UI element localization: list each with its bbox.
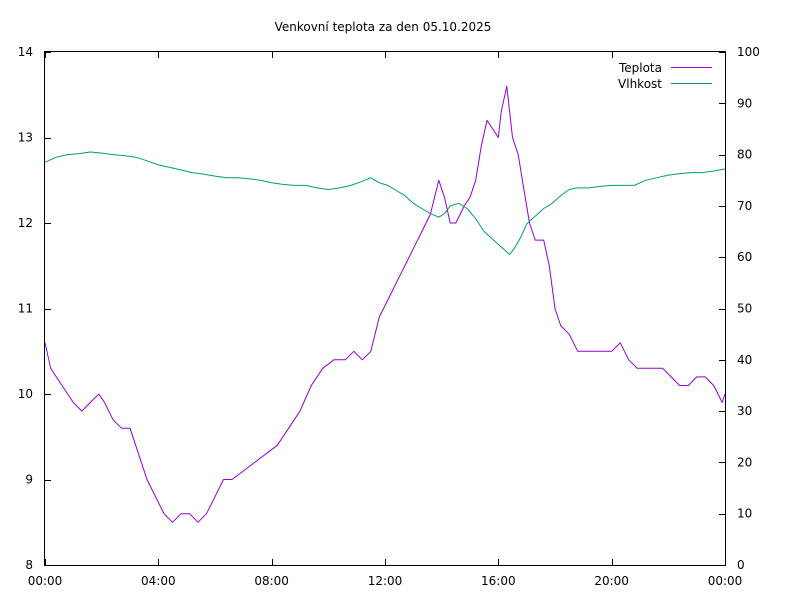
y2-tick-label: 80 [737, 148, 752, 162]
y2-tick-label: 10 [737, 507, 752, 521]
y-tick-label: 13 [18, 131, 33, 145]
y2-tick-label: 60 [737, 250, 752, 264]
x-tick-label: 12:00 [368, 574, 403, 588]
legend-label-vlhkost: Vlhkost [618, 77, 662, 91]
y-tick-label: 11 [18, 302, 33, 316]
x-tick-label: 20:00 [594, 574, 629, 588]
y-tick-label: 9 [25, 473, 33, 487]
x-tick-label: 16:00 [481, 574, 516, 588]
y2-tick-label: 20 [737, 455, 752, 469]
y2-tick-label: 40 [737, 353, 752, 367]
y2-tick-label: 70 [737, 199, 752, 213]
y-tick-label: 10 [18, 387, 33, 401]
y2-tick-label: 90 [737, 96, 752, 110]
series-line-teplota [44, 85, 726, 523]
y-tick-label: 12 [18, 216, 33, 230]
y2-tick-label: 0 [737, 558, 745, 572]
legend-label-teplota: Teplota [618, 61, 662, 75]
y-tick-label: 14 [18, 45, 33, 59]
y-tick-label: 8 [25, 558, 33, 572]
x-tick-label: 04:00 [141, 574, 176, 588]
legend: Teplota Vlhkost [618, 61, 712, 91]
y2-tick-label: 50 [737, 302, 752, 316]
plot-frame [44, 51, 726, 566]
x-tick-label: 00:00 [708, 574, 743, 588]
series-line-vlhkost [44, 151, 726, 256]
y2-tick-label: 100 [737, 45, 760, 59]
chart-title: Venkovní teplota za den 05.10.2025 [275, 20, 492, 34]
x-tick-label: 00:00 [28, 574, 63, 588]
y2-tick-label: 30 [737, 404, 752, 418]
x-tick-label: 08:00 [254, 574, 289, 588]
